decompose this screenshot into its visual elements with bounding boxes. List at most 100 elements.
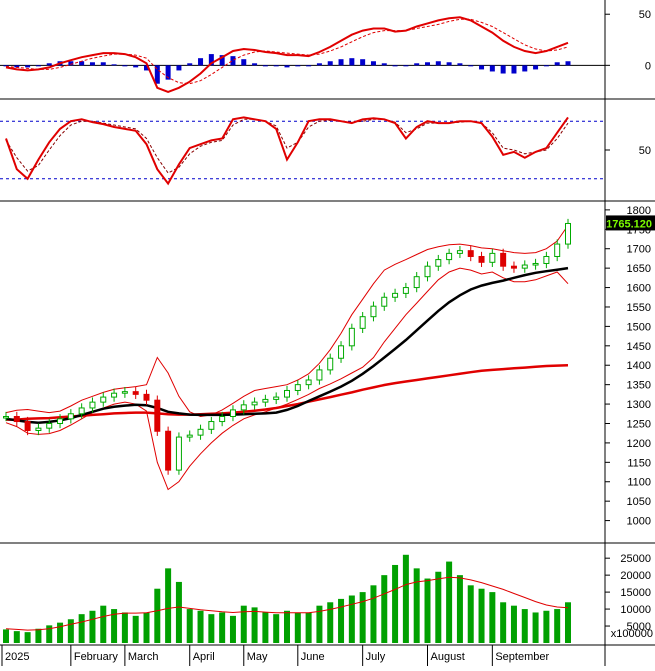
macd-histogram-bar: [284, 65, 290, 68]
month-label: September: [495, 651, 549, 663]
macd-line: [5, 16, 569, 93]
price-y-tick-label: 1650: [627, 263, 651, 275]
candle-body: [565, 222, 571, 245]
macd-histogram-bar: [198, 58, 204, 66]
price-y-tick-label: 1400: [627, 360, 651, 372]
candle-body: [424, 265, 431, 278]
volume-bar: [197, 610, 204, 643]
candle-body: [175, 436, 182, 471]
candle-body: [478, 255, 485, 263]
candle-body: [143, 393, 150, 401]
macd-histogram-bar: [403, 65, 409, 67]
volume-bar: [392, 564, 399, 643]
volume-bar: [219, 612, 226, 643]
volume-bar: [121, 612, 128, 643]
volume-bar: [521, 609, 528, 643]
volume-bar: [467, 585, 474, 643]
candle-body: [57, 418, 64, 424]
month-label: February: [74, 651, 119, 663]
candle-body: [338, 345, 345, 359]
month-label: March: [128, 651, 159, 663]
volume-bar: [510, 605, 517, 643]
macd-histogram-bar: [273, 65, 279, 67]
candle-body: [305, 379, 312, 386]
candle-body: [284, 389, 290, 398]
price-y-tick-label: 1750: [627, 224, 651, 236]
volume-y-tick-label: 15000: [620, 587, 651, 599]
macd-histogram-bar: [425, 62, 430, 66]
volume-bar: [89, 610, 96, 643]
candle-body: [121, 391, 128, 394]
macd-histogram-bar: [14, 65, 20, 68]
candle-body: [510, 265, 517, 269]
volume-bar: [413, 568, 420, 643]
month-label: May: [247, 651, 268, 663]
volume-bar: [165, 568, 172, 643]
macd-histogram-bar: [241, 59, 247, 66]
candle-body: [392, 292, 399, 298]
candle-body: [3, 415, 9, 419]
candle-body: [435, 259, 442, 267]
moving-average-red: [6, 363, 569, 421]
candle-body: [67, 413, 74, 420]
volume-bar: [456, 575, 463, 643]
candle-body: [316, 369, 323, 381]
volume-bar: [24, 632, 31, 643]
volume-bar: [3, 629, 9, 643]
macd-histogram-bar: [392, 65, 398, 67]
volume-bar: [532, 612, 539, 643]
candle-body: [381, 296, 388, 307]
candle-body: [78, 407, 85, 415]
volume-bar: [35, 628, 42, 643]
last-price-tag: 1765.120: [606, 218, 652, 230]
candle-body: [89, 401, 96, 409]
candle-body: [197, 428, 204, 436]
volume-ma-line: [5, 576, 569, 631]
candle-body: [532, 262, 539, 266]
candle-body: [327, 357, 334, 371]
volume-bar: [284, 610, 290, 643]
volume-y-tick-label: 20000: [620, 570, 651, 582]
volume-bar: [46, 625, 53, 643]
price-y-tick-label: 1600: [627, 283, 651, 295]
bollinger-upper-band: [5, 225, 569, 418]
macd-histogram-bar: [435, 61, 441, 66]
volume-bar: [348, 595, 355, 643]
volume-bar: [543, 610, 550, 643]
candle-body: [489, 252, 496, 263]
candle-body: [413, 276, 420, 289]
candle-body: [251, 401, 258, 406]
volume-bar: [424, 578, 431, 643]
candle-body: [132, 391, 139, 395]
volume-bar: [489, 592, 496, 643]
volume-bar: [446, 561, 453, 643]
macd-histogram-bar: [133, 65, 139, 68]
candle-body: [208, 421, 215, 430]
price-y-tick-label: 1450: [627, 341, 651, 353]
price-y-tick-label: 1150: [627, 457, 651, 469]
volume-unit-label: x100000: [611, 628, 653, 640]
month-label: July: [366, 651, 386, 663]
macd-histogram-bar: [489, 65, 495, 72]
volume-bar: [13, 631, 20, 643]
candle-body: [219, 415, 226, 423]
volume-bar: [327, 602, 334, 643]
macd-histogram-bar: [543, 65, 549, 67]
price-y-tick-label: 1700: [627, 244, 651, 256]
moving-average-black: [5, 266, 569, 424]
last-price-tag-bg: [606, 215, 655, 231]
volume-bar: [478, 588, 485, 643]
macd-histogram-bar: [554, 62, 560, 66]
volume-bar: [273, 614, 280, 643]
macd-signal-line: [5, 18, 569, 85]
volume-bar: [381, 575, 388, 643]
macd-histogram-bar: [262, 65, 268, 67]
macd-y-tick-label: 0: [645, 60, 651, 72]
macd-histogram-bar: [208, 54, 214, 66]
macd-histogram-bar: [565, 61, 571, 66]
volume-bar: [240, 605, 247, 643]
candle-body: [165, 430, 172, 471]
macd-histogram-bar: [25, 65, 31, 68]
candle-body: [262, 398, 269, 403]
